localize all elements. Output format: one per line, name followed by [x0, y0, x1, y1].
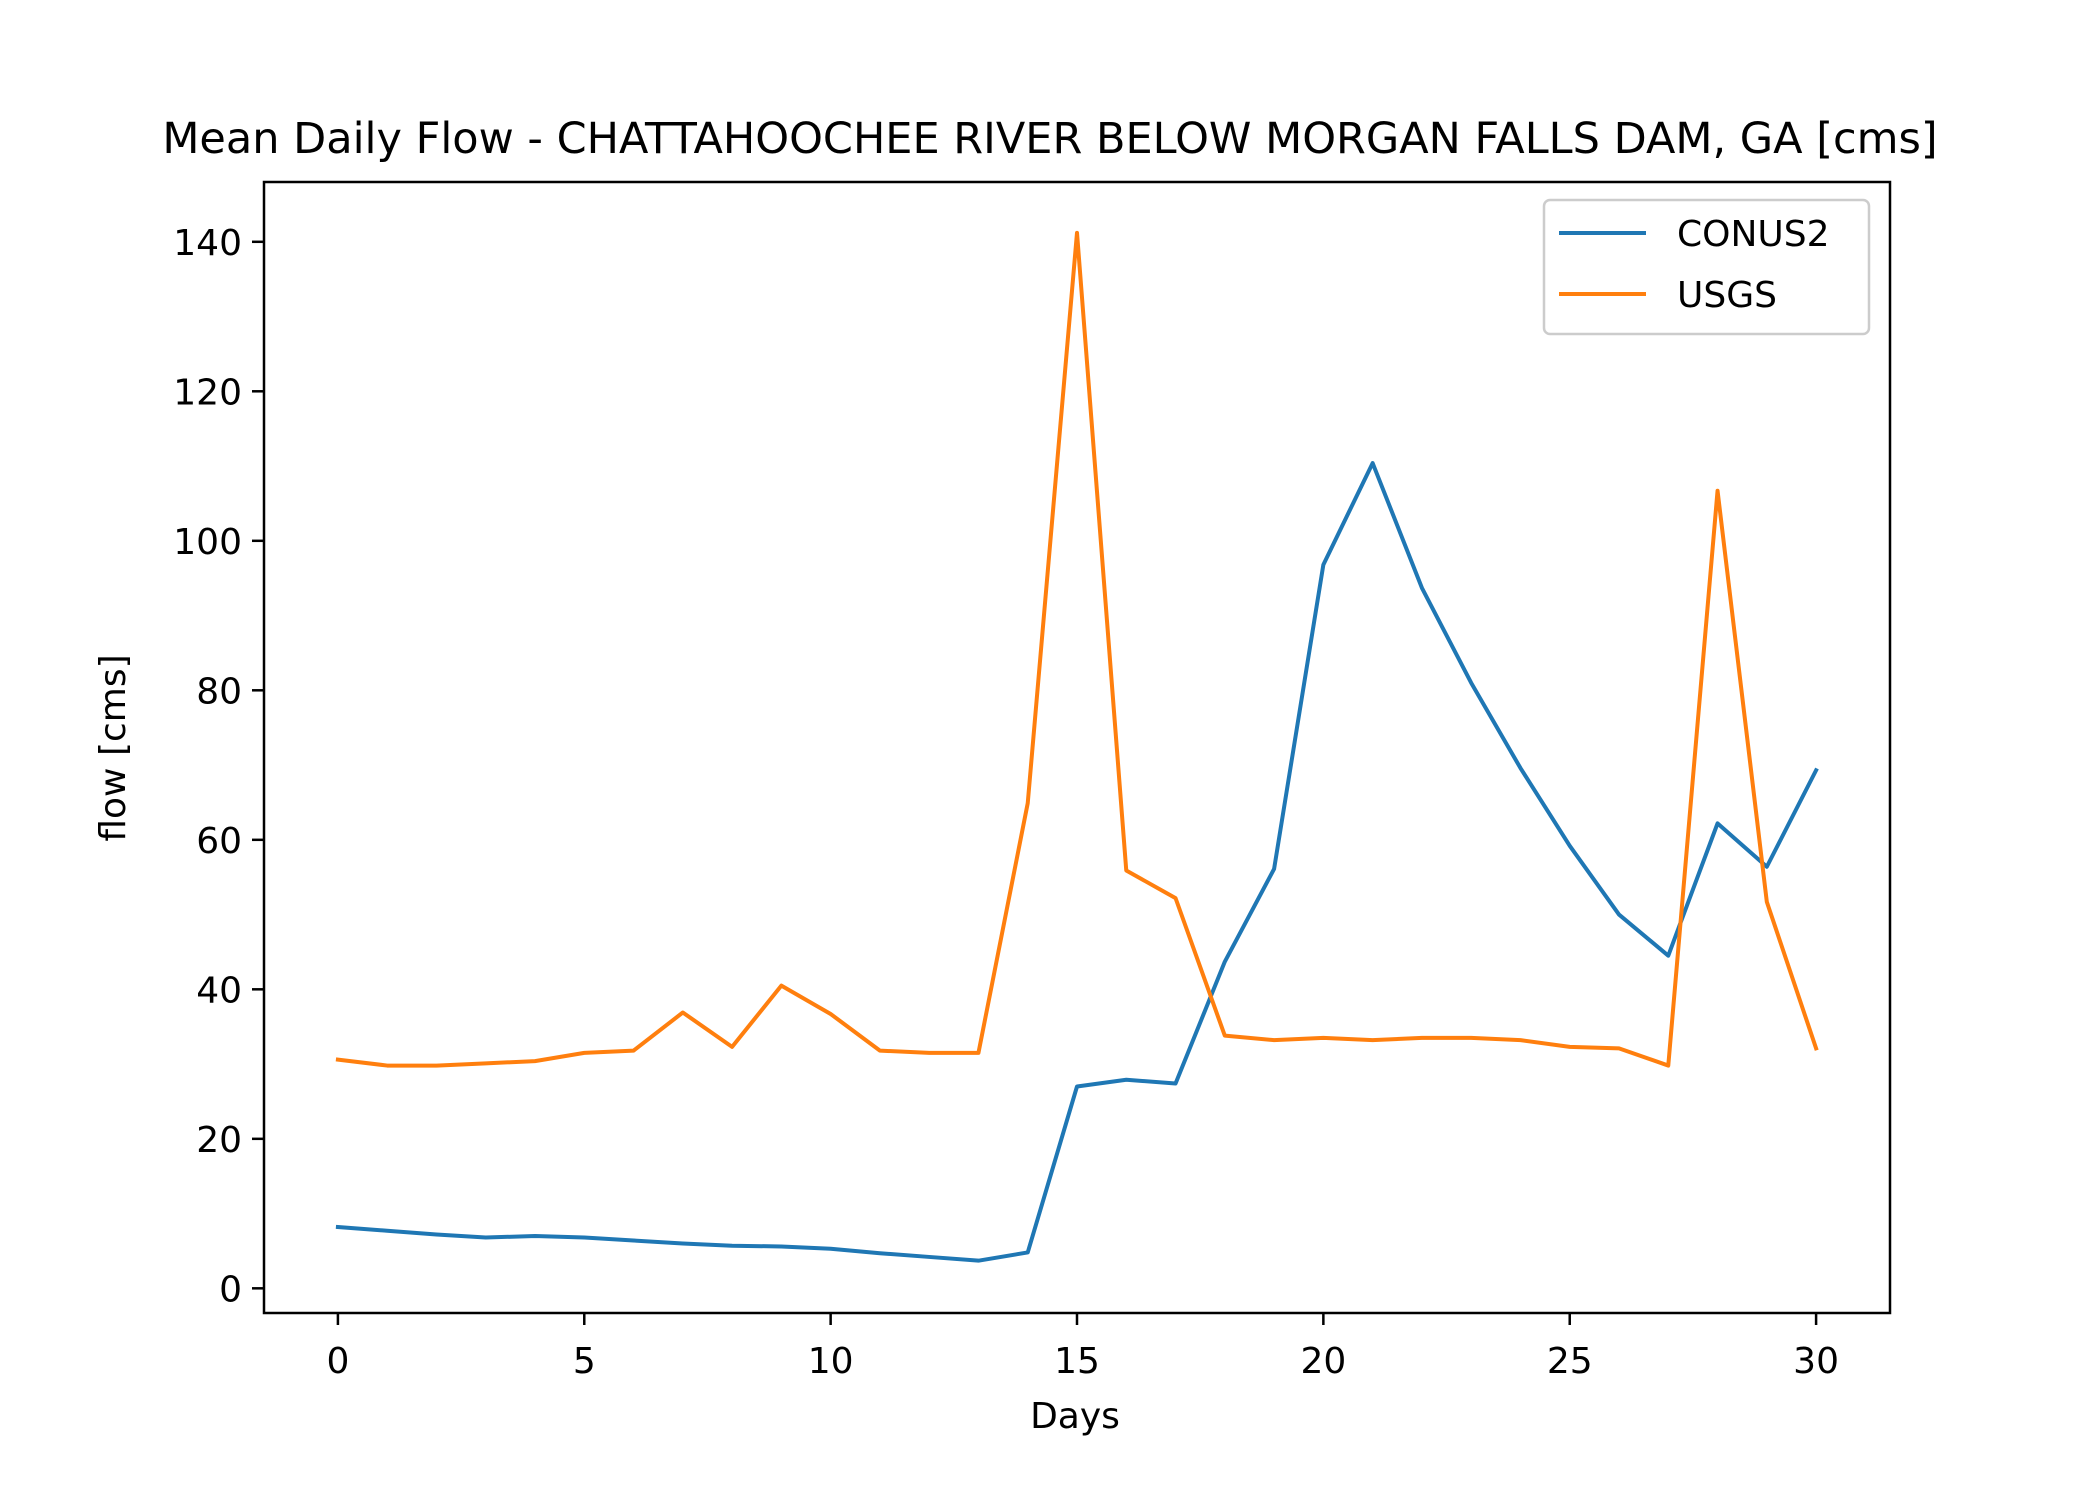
y-tick-label: 60 — [196, 821, 242, 862]
x-tick-label: 10 — [808, 1341, 854, 1382]
chart-title: Mean Daily Flow - CHATTAHOOCHEE RIVER BE… — [162, 114, 1937, 164]
y-tick-label: 120 — [173, 372, 242, 413]
x-tick-label: 20 — [1300, 1341, 1346, 1382]
x-tick-label: 25 — [1547, 1341, 1593, 1382]
x-tick-label: 5 — [573, 1341, 596, 1382]
series-line-usgs — [335, 230, 1819, 1068]
plot-area: 0 5 10 15 20 25 30 0 20 40 60 80 100 120 140 CONUS2 USGS — [173, 180, 1892, 1382]
y-tick-label: 20 — [196, 1120, 242, 1161]
y-tick-label: 40 — [196, 970, 242, 1011]
legend: CONUS2 USGS — [1542, 198, 1871, 336]
x-tick-label: 0 — [326, 1341, 349, 1382]
x-axis-label: Days — [1030, 1396, 1120, 1437]
y-tick-label: 100 — [173, 522, 242, 563]
plot-frame — [262, 180, 1892, 1315]
x-tick-label: 15 — [1054, 1341, 1100, 1382]
legend-label-usgs: USGS — [1677, 275, 1777, 316]
y-tick-label: 0 — [219, 1269, 242, 1310]
y-axis-label: flow [cms] — [93, 654, 134, 841]
y-tick-label: 140 — [173, 223, 242, 264]
legend-label-conus2: CONUS2 — [1677, 214, 1830, 255]
y-tick-label: 80 — [196, 671, 242, 712]
series-line-conus2 — [335, 461, 1819, 1263]
x-tick-label: 30 — [1793, 1341, 1839, 1382]
